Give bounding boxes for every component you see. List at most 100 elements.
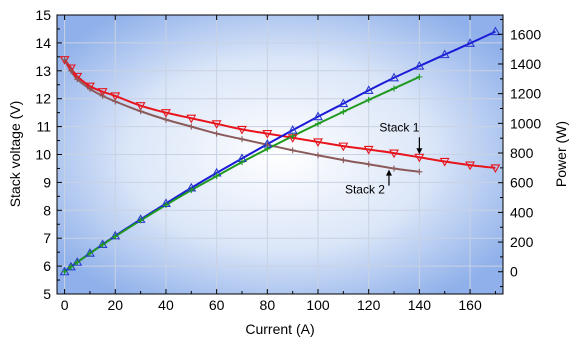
data-point	[137, 108, 144, 115]
data-point	[389, 72, 399, 82]
data-point	[490, 164, 501, 174]
x-tick-label: 40	[158, 297, 174, 313]
data-point	[61, 56, 68, 63]
data-point	[416, 168, 423, 175]
annotation-arrowhead	[385, 169, 392, 176]
data-point	[363, 145, 374, 155]
y-tick-label: 11	[36, 119, 51, 135]
data-point	[416, 73, 423, 80]
data-point	[99, 241, 106, 248]
y2-tick-label: 800	[510, 145, 534, 161]
annotation-label: Stack 1	[379, 120, 419, 134]
data-point	[340, 157, 347, 164]
y-tick-label: 8	[43, 202, 51, 218]
data-point	[135, 102, 146, 111]
data-point	[213, 173, 220, 180]
x-tick-label: 60	[209, 297, 225, 313]
x-tick-label: 120	[357, 297, 381, 313]
data-point	[72, 72, 83, 82]
data-point	[264, 145, 271, 152]
y-tick-label: 14	[35, 35, 51, 51]
data-point	[289, 133, 296, 140]
data-point	[340, 108, 347, 115]
data-point	[65, 64, 76, 74]
power-series-3-power-line	[63, 75, 420, 273]
data-point	[338, 98, 349, 108]
y-tick-label: 7	[43, 230, 51, 246]
data-point	[338, 142, 349, 152]
y-tick-label: 12	[35, 91, 51, 107]
data-point	[86, 250, 93, 257]
stack-1-voltage-line	[63, 59, 496, 169]
data-point	[162, 116, 169, 123]
x-tick-label: 160	[458, 297, 482, 313]
y-tick-label: 15	[35, 7, 51, 23]
y-axis-label: Stack voltage (V)	[7, 101, 23, 208]
data-point	[289, 147, 296, 154]
data-point	[188, 123, 195, 130]
data-point	[439, 157, 450, 167]
data-point	[110, 92, 121, 102]
data-point	[97, 88, 108, 97]
data-point	[112, 233, 119, 240]
series-markers	[59, 26, 501, 276]
data-point	[211, 120, 222, 129]
y2-tick-label: 0	[510, 264, 518, 280]
y2-tick-label: 1600	[510, 26, 541, 42]
data-point	[61, 268, 68, 275]
data-point	[237, 125, 247, 135]
data-point	[188, 187, 195, 194]
data-point	[238, 136, 245, 143]
data-point	[363, 85, 374, 94]
x-tick-label: 0	[61, 297, 69, 313]
data-point	[315, 120, 322, 127]
data-point	[186, 114, 197, 124]
y-tick-label: 9	[43, 174, 51, 190]
data-point	[67, 263, 74, 270]
data-point	[67, 67, 74, 74]
data-point	[365, 96, 372, 103]
data-point	[137, 217, 144, 224]
y-tick-label: 5	[43, 286, 51, 302]
y2-tick-label: 600	[510, 175, 534, 191]
data-point	[162, 201, 169, 208]
data-point	[313, 138, 323, 148]
data-point	[365, 161, 372, 168]
data-point	[74, 259, 81, 266]
data-point	[414, 60, 425, 70]
annotation-label: Stack 2	[345, 183, 385, 197]
y2-tick-label: 1000	[510, 115, 541, 131]
data-point	[112, 98, 119, 105]
axis-ticks: 0 20 40 60 80 100 120 140 160 5 6 7 8 9 10 11 12 13 14 15 0 2…	[35, 7, 541, 313]
data-point	[391, 165, 398, 172]
data-point	[465, 161, 476, 171]
data-point	[315, 152, 322, 159]
data-point	[313, 111, 323, 121]
data-point	[161, 109, 171, 118]
data-point	[262, 130, 273, 139]
y2-tick-label: 1400	[510, 56, 541, 72]
y2-axis-label: Power (W)	[553, 121, 569, 187]
data-point	[238, 159, 245, 166]
data-point	[490, 26, 501, 36]
y2-tick-label: 200	[510, 234, 534, 250]
data-point	[391, 85, 398, 92]
data-point	[84, 82, 95, 92]
y-tick-label: 10	[35, 147, 51, 163]
x-tick-label: 140	[408, 297, 432, 313]
data-point	[74, 76, 81, 83]
x-tick-label: 100	[306, 297, 330, 313]
y-tick-label: 6	[43, 258, 51, 274]
y2-tick-label: 1200	[510, 86, 541, 102]
annotation-arrowhead	[416, 148, 423, 155]
data-point	[439, 49, 450, 59]
y-tick-label: 13	[35, 63, 51, 79]
annotations: Stack 1 Stack 2	[345, 120, 423, 197]
x-tick-label: 80	[260, 297, 276, 313]
y2-tick-label: 400	[510, 204, 534, 220]
data-point	[99, 92, 106, 99]
data-point	[465, 38, 476, 47]
x-axis-label: Current (A)	[245, 321, 314, 337]
data-point	[389, 149, 399, 159]
